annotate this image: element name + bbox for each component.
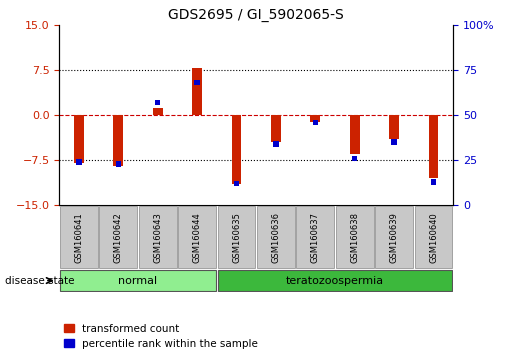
FancyBboxPatch shape (99, 206, 137, 268)
FancyBboxPatch shape (415, 206, 452, 268)
Text: GSM160636: GSM160636 (271, 212, 280, 263)
Bar (271, 115, 281, 142)
FancyBboxPatch shape (257, 206, 295, 268)
Text: disease state: disease state (5, 275, 75, 286)
Text: GSM160638: GSM160638 (350, 212, 359, 263)
Bar (192, 68, 202, 115)
Bar (313, 120, 318, 125)
Bar (155, 100, 161, 105)
Bar (232, 115, 242, 184)
Legend: transformed count, percentile rank within the sample: transformed count, percentile rank withi… (64, 324, 258, 349)
FancyBboxPatch shape (178, 206, 216, 268)
Text: GSM160639: GSM160639 (390, 212, 399, 263)
Bar (76, 159, 82, 165)
Text: GSM160640: GSM160640 (429, 212, 438, 263)
FancyBboxPatch shape (297, 206, 334, 268)
Text: teratozoospermia: teratozoospermia (286, 275, 384, 286)
Text: GSM160643: GSM160643 (153, 212, 162, 263)
Bar (311, 115, 320, 122)
FancyBboxPatch shape (218, 270, 452, 291)
Title: GDS2695 / GI_5902065-S: GDS2695 / GI_5902065-S (168, 8, 344, 22)
Bar (431, 179, 436, 184)
Bar (273, 141, 279, 147)
Text: GSM160641: GSM160641 (75, 212, 83, 263)
Text: GSM160635: GSM160635 (232, 212, 241, 263)
FancyBboxPatch shape (336, 206, 373, 268)
Text: GSM160644: GSM160644 (193, 212, 201, 263)
Bar (428, 115, 438, 178)
Text: normal: normal (118, 275, 158, 286)
FancyBboxPatch shape (60, 206, 98, 268)
Bar (350, 115, 359, 154)
FancyBboxPatch shape (60, 270, 216, 291)
Bar (352, 156, 357, 161)
Text: GSM160637: GSM160637 (311, 212, 320, 263)
Bar (234, 181, 239, 186)
Bar (74, 115, 84, 163)
Bar (115, 161, 121, 166)
Text: GSM160642: GSM160642 (114, 212, 123, 263)
Bar (113, 115, 123, 166)
Bar (153, 108, 163, 115)
Bar (389, 115, 399, 139)
FancyBboxPatch shape (218, 206, 255, 268)
FancyBboxPatch shape (375, 206, 413, 268)
Bar (194, 80, 200, 85)
FancyBboxPatch shape (139, 206, 177, 268)
Bar (391, 139, 397, 145)
